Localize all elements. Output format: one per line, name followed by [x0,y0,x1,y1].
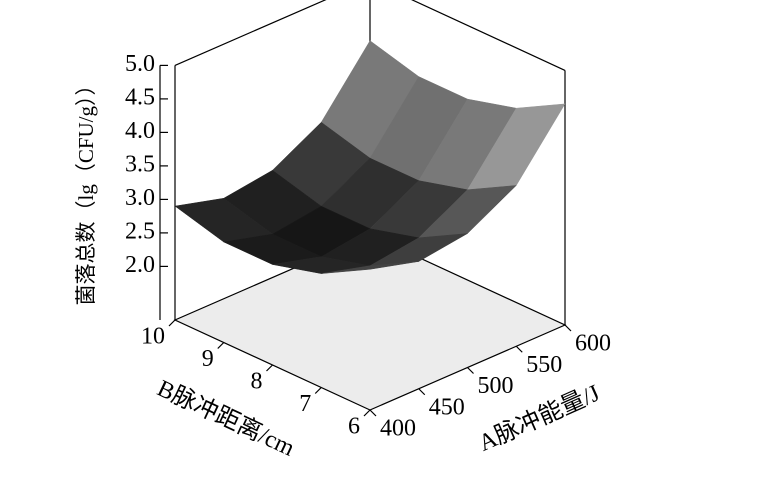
y-tick-label: 9 [202,346,214,372]
z-tick-label: 3.5 [125,151,155,177]
x-tick [515,345,523,353]
x-tick-label: 500 [478,373,514,399]
y-tick [168,319,176,327]
x-tick [369,409,377,417]
x-tick [418,388,426,396]
x-tick-label: 550 [526,352,562,378]
z-tick-label: 3.0 [125,185,155,211]
x-tick-label: 400 [380,416,416,442]
y-tick-label: 6 [348,414,360,440]
z-tick-label: 2.0 [125,252,155,278]
x-tick [467,367,474,374]
y-tick-label: 7 [299,391,311,417]
z-tick-label: 5.0 [125,51,155,77]
x-tick [564,324,572,332]
surface-cell [321,261,419,274]
y-tick [217,342,225,349]
y-tick [266,364,273,372]
z-tick-label: 2.5 [125,218,155,244]
z-axis-title: 菌落总数（lg（CFU/g）） [74,74,98,305]
box-edge [411,0,566,71]
x-tick-label: 600 [575,331,611,357]
x-tick-label: 450 [429,394,465,420]
y-tick [363,409,371,417]
z-tick-label: 4.5 [125,84,155,110]
y-tick-label: 10 [141,324,165,350]
y-axis-title: B脉冲距离/cm [153,375,299,462]
box-edge [174,0,327,66]
z-tick-label: 4.0 [125,118,155,144]
y-tick-label: 8 [251,369,263,395]
y-tick [314,387,322,394]
